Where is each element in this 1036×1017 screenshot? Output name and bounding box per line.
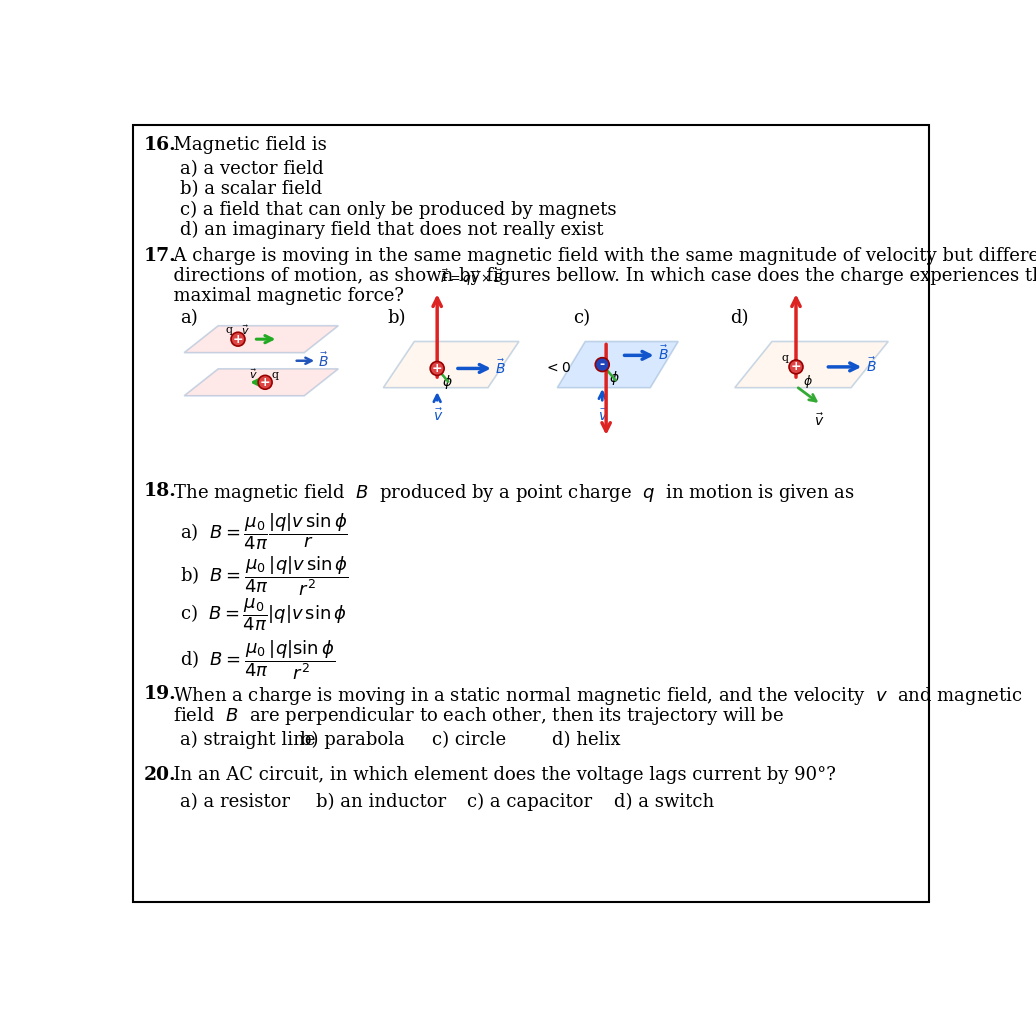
Text: $\vec{B}$: $\vec{B}$ [658,345,668,363]
Text: directions of motion, as shown by figures bellow. In which case does the charge : directions of motion, as shown by figure… [162,266,1036,285]
Text: 19.: 19. [143,684,176,703]
Text: $\phi$: $\phi$ [608,369,620,387]
Text: a) a vector field: a) a vector field [180,161,323,179]
Text: c)  $B = \dfrac{\mu_0}{4\pi}|q|v\,\sin\phi$: c) $B = \dfrac{\mu_0}{4\pi}|q|v\,\sin\ph… [180,596,347,633]
Text: $\vec{B}$: $\vec{B}$ [318,352,328,370]
Text: $\vec{v}$: $\vec{v}$ [241,323,250,337]
Text: a): a) [180,309,198,327]
Text: 18.: 18. [143,482,176,500]
Text: 20.: 20. [143,766,176,784]
Text: A charge is moving in the same magnetic field with the same magnitude of velocit: A charge is moving in the same magnetic … [162,247,1036,264]
Text: b)  $B = \dfrac{\mu_0}{4\pi}\dfrac{|q|v\,\sin\phi}{r^2}$: b) $B = \dfrac{\mu_0}{4\pi}\dfrac{|q|v\,… [180,554,348,598]
Text: +: + [790,360,801,373]
Text: c) a field that can only be produced by magnets: c) a field that can only be produced by … [180,200,616,219]
Text: $\phi$: $\phi$ [442,372,453,391]
Text: d) an imaginary field that does not really exist: d) an imaginary field that does not real… [180,221,603,239]
Circle shape [789,360,803,374]
Text: $\vec{v}$: $\vec{v}$ [249,368,258,381]
Text: a)  $B = \dfrac{\mu_0}{4\pi}\dfrac{|q|v\,\sin\phi}{r}$: a) $B = \dfrac{\mu_0}{4\pi}\dfrac{|q|v\,… [180,512,348,552]
Text: Magnetic field is: Magnetic field is [162,136,326,154]
Polygon shape [184,369,339,396]
Circle shape [430,361,444,375]
Text: a) straight line: a) straight line [180,731,315,750]
Text: +: + [260,376,270,388]
Text: $\vec{v}$: $\vec{v}$ [814,412,825,429]
Text: $< 0$: $< 0$ [544,361,571,375]
Polygon shape [557,342,679,387]
Text: In an AC circuit, in which element does the voltage lags current by 90°?: In an AC circuit, in which element does … [162,766,836,784]
Text: 16.: 16. [143,136,176,154]
Text: a) a resistor: a) a resistor [180,792,290,811]
Text: The magnetic field  $B$  produced by a point charge  $q$  in motion is given as: The magnetic field $B$ produced by a poi… [162,482,855,504]
Text: $\vec{B}$: $\vec{B}$ [495,358,506,377]
Text: $\vec{F} = q\vec{v} \times \vec{B}$: $\vec{F} = q\vec{v} \times \vec{B}$ [439,267,502,288]
Text: c) a capacitor: c) a capacitor [466,792,592,811]
Text: -: - [600,358,605,371]
Text: d)  $B = \dfrac{\mu_0}{4\pi}\dfrac{|q|\sin\phi}{r^2}$: d) $B = \dfrac{\mu_0}{4\pi}\dfrac{|q|\si… [180,639,335,682]
Text: d): d) [730,309,749,327]
Polygon shape [184,325,339,353]
Text: b) a scalar field: b) a scalar field [180,181,322,198]
Polygon shape [383,342,519,387]
Text: $\vec{v}$: $\vec{v}$ [433,408,443,424]
Text: d) helix: d) helix [552,731,621,750]
Circle shape [231,333,244,346]
Text: +: + [233,333,243,346]
Circle shape [258,375,272,390]
Text: b): b) [387,309,406,327]
Text: field  $B$  are perpendicular to each other, then its trajectory will be: field $B$ are perpendicular to each othe… [162,705,784,727]
Circle shape [596,358,609,371]
Text: q: q [271,369,279,379]
Text: c): c) [573,309,589,327]
Text: b) parabola: b) parabola [300,731,405,750]
Text: d) a switch: d) a switch [614,792,714,811]
Text: $\vec{v}$: $\vec{v}$ [598,408,608,424]
Text: When a charge is moving in a static normal magnetic field, and the velocity  $v$: When a charge is moving in a static norm… [162,684,1023,707]
Text: maximal magnetic force?: maximal magnetic force? [162,287,404,305]
Text: 17.: 17. [143,247,176,264]
Polygon shape [735,342,888,387]
Text: b) an inductor: b) an inductor [316,792,445,811]
Text: +: + [432,362,442,375]
Text: $\vec{B}$: $\vec{B}$ [866,357,876,375]
Text: q: q [225,325,232,335]
Text: q: q [781,354,788,363]
Text: $\phi$: $\phi$ [803,373,812,391]
Text: c) circle: c) circle [432,731,506,750]
